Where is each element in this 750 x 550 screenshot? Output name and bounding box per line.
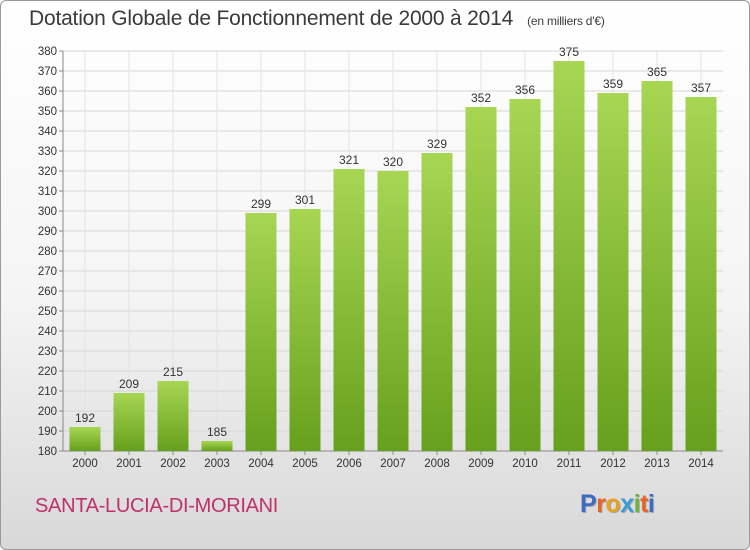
x-tick-label: 2003 (204, 458, 230, 470)
title-unit: (en milliers d'€) (527, 14, 605, 28)
x-tick-label: 2010 (512, 458, 538, 470)
bar-2000 (69, 427, 101, 451)
x-tick-label: 2009 (468, 458, 494, 470)
y-tick-label: 250 (38, 306, 57, 318)
proxiti-logo: Proxiti (580, 490, 655, 519)
data-label: 192 (75, 411, 95, 425)
data-label: 329 (427, 137, 447, 151)
logo-letter: P (580, 490, 597, 518)
bar-2005 (289, 209, 321, 451)
x-tick-label: 2002 (160, 458, 186, 470)
y-tick-label: 270 (38, 266, 57, 278)
data-label: 320 (383, 155, 403, 169)
logo-letter: i (633, 490, 641, 518)
logo-letter: i (647, 490, 655, 518)
bar-2013 (641, 81, 673, 451)
logo-letter: r (596, 490, 606, 518)
x-tick-label: 2011 (557, 458, 582, 470)
x-tick-label: 2013 (644, 458, 670, 470)
data-label: 215 (163, 365, 183, 379)
x-tick-label: 2014 (688, 458, 714, 470)
y-tick-label: 190 (38, 426, 57, 438)
bars (69, 61, 717, 451)
labels: 180 190 200 210 220 230 240 250 260 270 280 290 300 3… (38, 45, 715, 470)
data-label: 356 (515, 83, 535, 97)
data-label: 321 (339, 153, 359, 167)
y-tick-label: 310 (38, 186, 57, 198)
data-label: 185 (207, 425, 227, 439)
data-label: 209 (119, 377, 139, 391)
commune-name: SANTA-LUCIA-DI-MORIANI (35, 495, 279, 517)
y-tick-label: 230 (38, 346, 57, 358)
y-tick-label: 340 (38, 126, 57, 138)
logo-letter: o (605, 490, 621, 518)
y-tick-label: 240 (38, 326, 57, 338)
y-tick-label: 370 (38, 66, 57, 78)
bar-2002 (157, 381, 189, 451)
x-tick-label: 2001 (116, 458, 142, 470)
y-tick-label: 300 (38, 206, 57, 218)
y-tick-label: 320 (38, 166, 57, 178)
bar-2003 (201, 441, 233, 451)
x-tick-label: 2007 (380, 458, 406, 470)
title-text: Dotation Globale de Fonctionnement de 20… (29, 7, 514, 30)
x-tick-label: 2000 (72, 458, 98, 470)
y-tick-label: 210 (38, 386, 57, 398)
data-label: 365 (647, 65, 667, 79)
x-tick-label: 2004 (248, 458, 274, 470)
bar-2012 (597, 93, 629, 451)
x-tick-label: 2006 (336, 458, 362, 470)
bar-2009 (465, 107, 497, 451)
y-tick-label: 180 (38, 446, 57, 458)
x-tick-label: 2012 (600, 458, 626, 470)
bar-2007 (377, 171, 409, 451)
data-label: 375 (559, 45, 579, 59)
bar-2006 (333, 169, 365, 451)
bar-2004 (245, 213, 277, 451)
data-label: 352 (471, 91, 491, 105)
logo-letter: t (640, 490, 648, 518)
data-label: 357 (691, 81, 711, 95)
bar-2008 (421, 153, 453, 451)
data-label: 359 (603, 77, 623, 91)
y-tick-label: 350 (38, 106, 57, 118)
y-tick-label: 280 (38, 246, 57, 258)
logo-letter: x (620, 490, 634, 518)
y-tick-label: 330 (38, 146, 57, 158)
data-label: 301 (295, 193, 315, 207)
y-tick-label: 220 (38, 366, 57, 378)
y-tick-label: 360 (38, 86, 57, 98)
bar-2010 (509, 99, 541, 451)
bar-2001 (113, 393, 145, 451)
chart-title: Dotation Globale de Fonctionnement de 20… (29, 7, 605, 31)
y-tick-label: 200 (38, 406, 57, 418)
x-tick-label: 2005 (292, 458, 318, 470)
y-tick-label: 380 (38, 46, 57, 58)
bar-2014 (685, 97, 717, 451)
y-tick-label: 290 (38, 226, 57, 238)
bar-2011 (553, 61, 585, 451)
data-label: 299 (251, 197, 271, 211)
x-tick-label: 2008 (424, 458, 450, 470)
y-tick-label: 260 (38, 286, 57, 298)
